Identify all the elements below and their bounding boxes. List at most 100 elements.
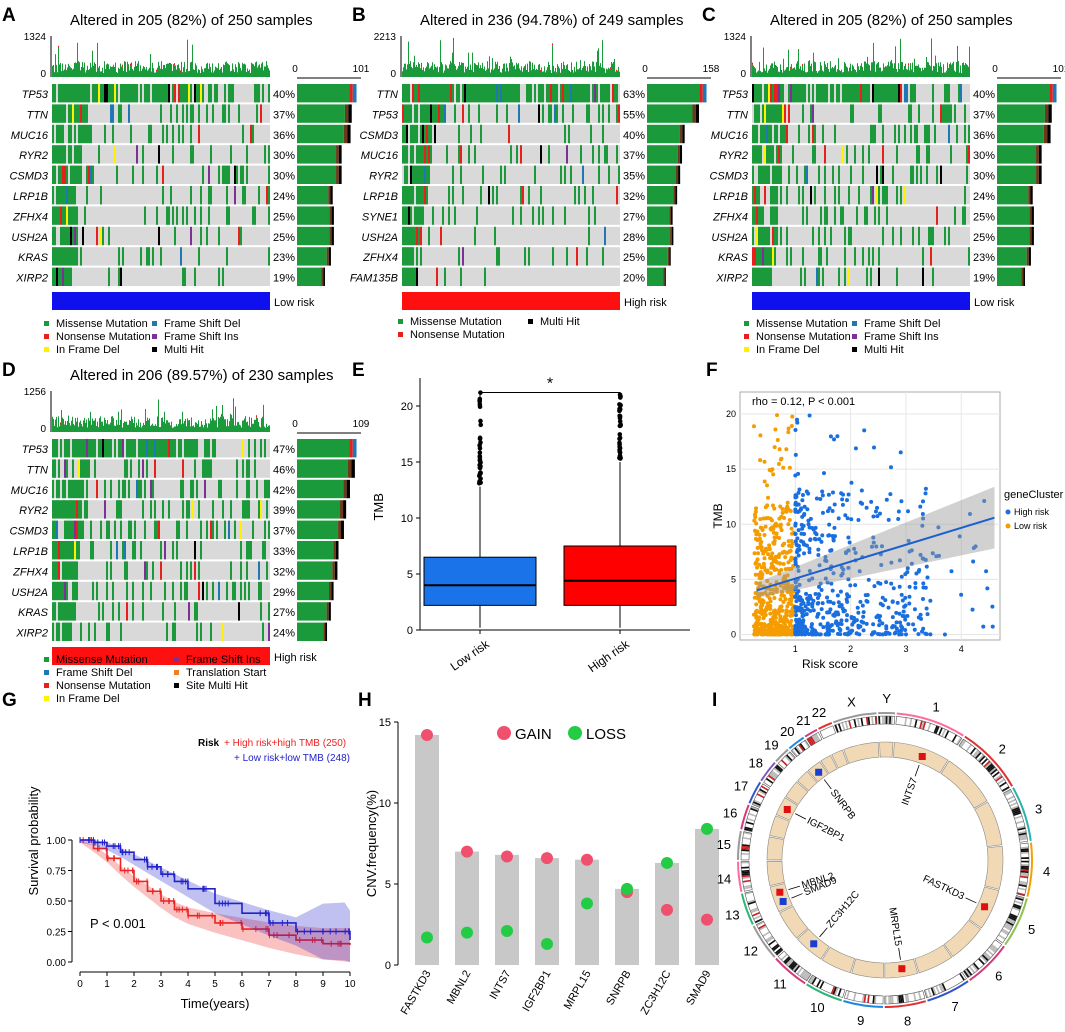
- tmb-histogram-bar: [957, 45, 958, 77]
- ideogram-band: [971, 748, 978, 756]
- mutation-cell: [240, 561, 242, 580]
- tmb-histogram-bar: [159, 427, 160, 432]
- mutation-cell: [158, 226, 160, 246]
- mutation-cell: [126, 561, 128, 580]
- tmb-histogram-cap: [221, 414, 222, 417]
- tmb-histogram-bar: [79, 422, 80, 432]
- mutation-cell: [80, 247, 82, 266]
- y-axis-title: TMB: [711, 503, 725, 528]
- mutation-cell: [76, 479, 78, 499]
- chromosome-outline: [819, 725, 837, 740]
- mutation-cell: [86, 186, 88, 205]
- tmb-histogram-bar: [80, 70, 81, 77]
- scatter-point-high: [800, 598, 805, 603]
- chromosome-outline: [923, 971, 967, 999]
- tmb-histogram-bar: [881, 71, 882, 77]
- mutation-cell: [812, 226, 814, 246]
- mutation-cell: [838, 165, 840, 184]
- mutation-cell: [768, 145, 770, 164]
- x-tick-label: 2: [848, 644, 853, 654]
- mutation-cell: [66, 622, 68, 641]
- mutation-cell: [468, 145, 470, 164]
- mutation-cell: [254, 206, 256, 225]
- ideogram-band: [922, 721, 927, 730]
- mutation-cell: [412, 124, 414, 144]
- tmb-histogram-bar: [263, 404, 264, 432]
- tmb-histogram-bar: [403, 67, 404, 77]
- ideogram-band: [1005, 920, 1014, 927]
- legend-label: Frame Shift Del: [56, 667, 132, 679]
- mutation-cell: [110, 104, 112, 123]
- tmb-histogram-bar: [840, 71, 841, 77]
- mutation-cell: [162, 165, 164, 184]
- mutation-cell: [262, 84, 264, 103]
- tmb-histogram-bar: [260, 67, 261, 77]
- gene-connector: [965, 897, 977, 904]
- mutation-cell: [518, 104, 520, 123]
- scatter-point-low: [760, 624, 765, 629]
- tmb-histogram-bar: [225, 419, 226, 432]
- scatter-point-low: [772, 595, 777, 600]
- scatter-point-low: [759, 575, 764, 580]
- ideogram-band: [1005, 922, 1013, 928]
- mutation-cell: [68, 561, 70, 580]
- tmb-histogram-bar: [269, 70, 270, 77]
- cnv-track: [974, 801, 1003, 847]
- legend-swatch: [744, 347, 749, 352]
- mutation-cell: [112, 84, 114, 103]
- mutation-cell: [764, 104, 766, 123]
- tmb-histogram-bar: [231, 70, 232, 77]
- legend-label: Nonsense Mutation: [56, 680, 151, 692]
- scatter-point-high: [804, 591, 809, 596]
- ideogram-band: [757, 924, 766, 930]
- gene-label: RYR2: [369, 171, 398, 183]
- mutation-cell: [568, 124, 570, 144]
- mutation-cell: [756, 145, 758, 164]
- tmb-histogram-bar: [166, 63, 167, 77]
- tmb-histogram-bar: [595, 72, 596, 77]
- ideogram-band: [1008, 800, 1017, 806]
- tmb-histogram-bar: [813, 52, 814, 77]
- tmb-histogram-bar: [830, 61, 831, 77]
- tmb-histogram-bar: [452, 52, 453, 77]
- mutation-cell: [870, 124, 872, 144]
- outlier-point: [617, 440, 622, 446]
- tmb-histogram-bar: [110, 422, 111, 432]
- mutation-cell: [56, 581, 58, 601]
- mutation-cell: [178, 124, 180, 144]
- mutation-cell: [106, 520, 108, 539]
- mutation-cell: [196, 622, 198, 641]
- tmb-histogram-bar: [179, 68, 180, 77]
- mutation-cell: [56, 145, 58, 164]
- mutation-cell: [60, 226, 62, 246]
- chromosome-outline: [884, 990, 926, 1005]
- tmb-histogram-bar: [435, 66, 436, 77]
- mutation-cell: [80, 500, 82, 519]
- mutation-cell: [850, 165, 852, 184]
- mutation-cell: [418, 165, 420, 184]
- scatter-point-low: [787, 589, 792, 594]
- ideogram-band: [758, 925, 767, 931]
- mutation-cell: [150, 124, 152, 144]
- mutation-cell: [60, 500, 62, 519]
- ideogram-band: [965, 744, 972, 752]
- tmb-histogram-bar: [177, 65, 178, 77]
- scatter-point-low: [770, 467, 775, 472]
- gene-marker-gain: [898, 965, 906, 973]
- mutation-cell: [454, 206, 456, 225]
- tmb-histogram-bar: [172, 71, 173, 77]
- tmb-histogram-bar: [155, 424, 156, 432]
- mutation-cell: [124, 561, 126, 580]
- tmb-histogram-bar: [267, 427, 268, 432]
- tmb-histogram-bar: [269, 425, 270, 432]
- mutation-cell: [62, 561, 64, 580]
- mutation-cell: [114, 145, 116, 164]
- ideogram-band: [747, 814, 756, 819]
- scatter-point-high: [852, 546, 857, 551]
- mutation-cell: [198, 124, 200, 144]
- tmb-histogram-bar: [597, 50, 598, 77]
- mutation-cell: [834, 124, 836, 144]
- scatter-point-high: [907, 549, 912, 554]
- scatter-point-low: [757, 536, 762, 541]
